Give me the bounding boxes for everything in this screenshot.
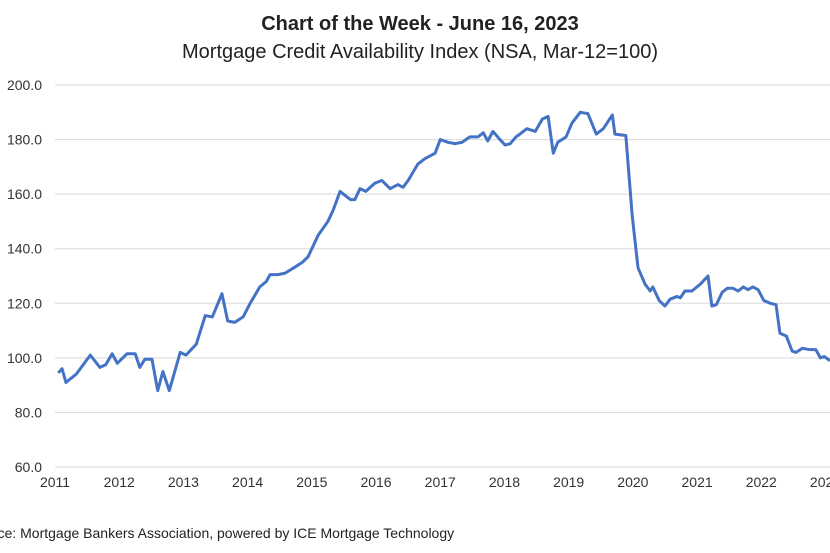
x-tick-label: 2011 bbox=[40, 474, 70, 490]
y-tick-label: 80.0 bbox=[15, 404, 42, 420]
y-tick-label: 160.0 bbox=[7, 186, 42, 202]
y-tick-label: 180.0 bbox=[7, 132, 42, 148]
x-tick-label: 2022 bbox=[746, 474, 777, 490]
x-tick-label: 2016 bbox=[360, 474, 391, 490]
x-tick-label: 2018 bbox=[489, 474, 520, 490]
data-line bbox=[57, 110, 830, 393]
x-tick-label: 2013 bbox=[168, 474, 199, 490]
x-tick-label: 2015 bbox=[296, 474, 327, 490]
chart-subtitle: Mortgage Credit Availability Index (NSA,… bbox=[182, 41, 658, 63]
x-tick-label: 2023 bbox=[810, 474, 830, 490]
x-tick-label: 2021 bbox=[682, 474, 713, 490]
x-tick-label: 2017 bbox=[425, 474, 456, 490]
y-tick-label: 200.0 bbox=[7, 77, 42, 93]
y-tick-label: 120.0 bbox=[7, 295, 42, 311]
x-tick-label: 2019 bbox=[553, 474, 584, 490]
x-tick-label: 2020 bbox=[617, 474, 648, 490]
y-tick-label: 60.0 bbox=[15, 459, 42, 475]
x-tick-label: 2014 bbox=[232, 474, 263, 490]
y-tick-label: 100.0 bbox=[7, 350, 42, 366]
source-note: Source: Mortgage Bankers Association, po… bbox=[0, 525, 454, 541]
y-tick-label: 140.0 bbox=[7, 241, 42, 257]
chart-title: Chart of the Week - June 16, 2023 bbox=[261, 13, 579, 35]
x-tick-label: 2012 bbox=[104, 474, 135, 490]
